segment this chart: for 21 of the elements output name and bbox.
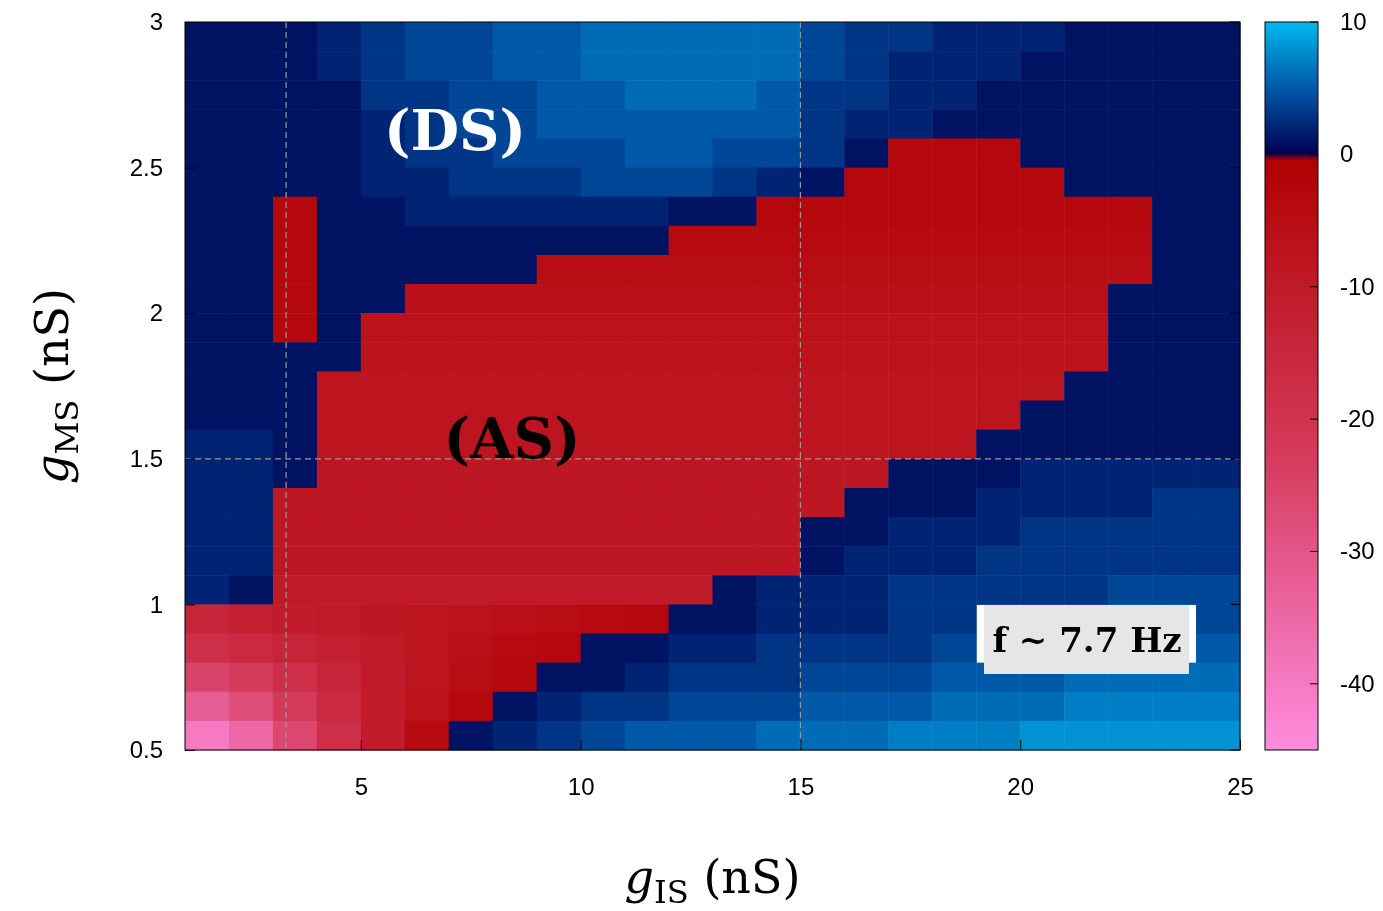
color-bar-label: -40 xyxy=(1340,669,1375,697)
color-bar-label: 10 xyxy=(1340,8,1367,35)
x-tick-label: 10 xyxy=(567,773,595,801)
y-tick-label: 1.5 xyxy=(129,444,163,472)
y-tick-label: 2 xyxy=(149,299,163,327)
annotation: (DS) xyxy=(384,97,526,163)
y-tick-label: 3 xyxy=(149,8,163,36)
x-tick-label: 20 xyxy=(1007,773,1035,801)
color-bar-label: 0 xyxy=(1340,140,1354,168)
color-bar-label: -20 xyxy=(1340,405,1375,433)
x-tick-label: 5 xyxy=(354,773,369,801)
color-bar-label: -30 xyxy=(1340,537,1375,565)
y-tick-label: 1 xyxy=(149,590,163,618)
color-bar-label: -10 xyxy=(1340,272,1375,300)
annotation: f ~ 7.7 Hz xyxy=(992,620,1182,660)
x-tick-label: 15 xyxy=(787,773,815,801)
y-tick-label: 2.5 xyxy=(129,153,163,181)
y-tick-label: 0.5 xyxy=(129,736,163,764)
annotation: (AS) xyxy=(443,405,581,471)
x-axis-title: g$_{IS}$ (nS) xyxy=(624,850,801,911)
x-tick-label: 25 xyxy=(1227,773,1254,801)
